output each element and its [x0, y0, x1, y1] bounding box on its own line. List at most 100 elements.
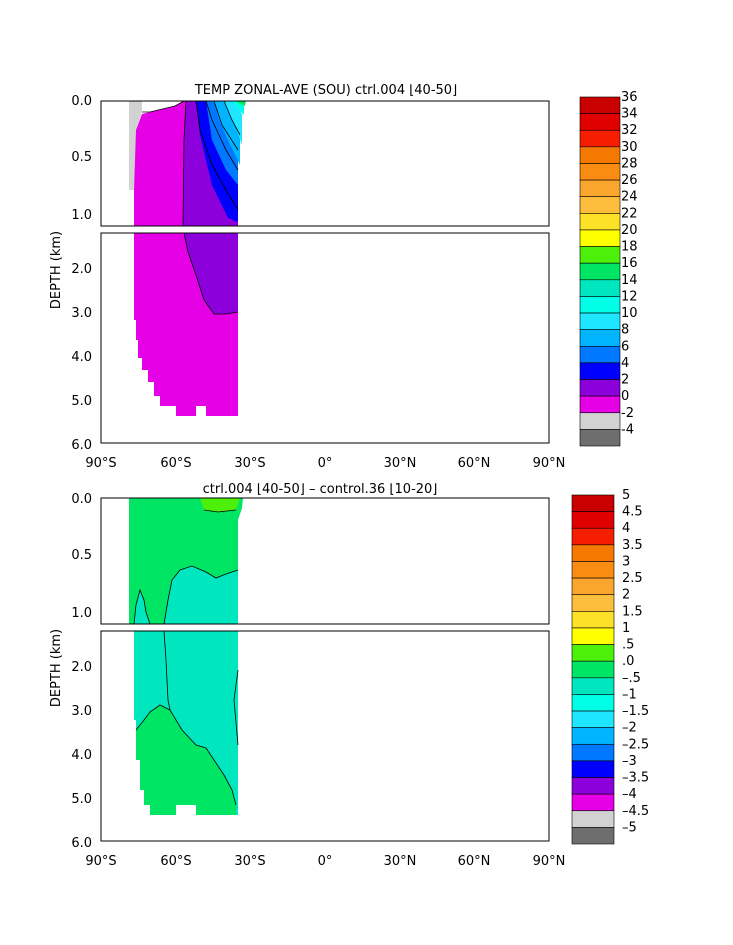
lower-panel-frame [100, 630, 550, 842]
colorbar-swatch [571, 677, 615, 695]
colorbar-swatch [571, 827, 615, 845]
colorbar: 54.543.532.521.51.5.0–.5–1–1.5–2–2.5–3–3… [571, 488, 649, 845]
colorbar-label: 4.5 [622, 505, 643, 520]
colorbar-swatch [579, 213, 621, 231]
colorbar-swatch [579, 412, 621, 430]
y-tick-label: 3.0 [71, 704, 92, 719]
colorbar-swatch [571, 660, 615, 679]
colorbar-swatch [579, 262, 621, 281]
colorbar-label: 8 [621, 323, 629, 338]
colorbar-label: .0 [622, 654, 634, 669]
x-tick-label: 30°N [384, 456, 417, 471]
colorbar-swatch [579, 345, 621, 364]
y-tick-label: 0.5 [71, 150, 92, 165]
region-mid-blue-upper [206, 101, 238, 185]
colorbar-swatch [579, 329, 621, 347]
region-purple-lower [184, 233, 238, 314]
colorbar-label: 26 [621, 173, 638, 188]
contour-line [205, 100, 239, 171]
colorbar-label: 16 [621, 256, 638, 271]
x-tick-label: 0° [318, 854, 333, 869]
colorbar-swatch [571, 577, 615, 596]
contour-line [183, 232, 239, 315]
colorbar-swatch [571, 611, 615, 629]
colorbar-swatch [579, 96, 621, 114]
contour-line [163, 630, 171, 711]
colorbar-label: 1.5 [622, 604, 643, 619]
colorbar-swatch [579, 163, 621, 181]
upper-panel-fill [129, 498, 243, 624]
colorbar-swatch [579, 362, 621, 380]
colorbar-swatch [571, 777, 615, 795]
colorbar-label: 0 [621, 389, 629, 404]
colorbar-label: 3 [622, 554, 630, 569]
colorbar-swatch [579, 113, 621, 131]
colorbar-label: 36 [621, 90, 638, 105]
x-tick-label: 90°S [85, 854, 116, 869]
colorbar-label: 18 [621, 240, 638, 255]
colorbar-label: –2 [622, 721, 637, 736]
x-tick-label: 90°S [85, 456, 116, 471]
y-tick-label: 5.0 [71, 394, 92, 409]
upper-panel-fill [129, 101, 246, 226]
temperature-chart: TEMP ZONAL-AVE (SOU) ctrl.004 ⌊40-50⌋ [49, 83, 638, 471]
colorbar-swatch [571, 810, 615, 828]
lower-panel-frame [100, 232, 550, 444]
contour-line [135, 704, 237, 806]
colorbar-swatch [571, 694, 615, 712]
y-tick-label: 1.0 [71, 208, 92, 223]
colorbar-label: 5 [622, 488, 630, 503]
colorbar-swatch [571, 494, 615, 512]
y-tick-label: 2.0 [71, 660, 92, 675]
y-tick-label: 4.0 [71, 748, 92, 763]
colorbar-swatch [571, 743, 615, 762]
colorbar-swatch [571, 511, 615, 529]
colorbar-label: 3.5 [622, 538, 643, 553]
colorbar-label: 22 [621, 206, 638, 221]
x-tick-label: 30°S [234, 854, 265, 869]
y-tick-label: 0.5 [71, 548, 92, 563]
y-tick-label: 6.0 [71, 836, 92, 851]
difference-chart: ctrl.004 ⌊40-50⌋ – control.36 ⌊10-20⌋ 0.… [49, 482, 649, 869]
colorbar-label: 24 [621, 190, 638, 205]
colorbar-swatch [579, 279, 621, 297]
contour-line [195, 100, 239, 211]
contour-line [182, 100, 187, 227]
colorbar-swatch [571, 527, 615, 546]
colorbar-label: 2 [621, 373, 629, 388]
colorbar-label: 4 [621, 356, 629, 371]
colorbar-swatch [571, 544, 615, 562]
colorbar-swatch [579, 229, 621, 247]
x-tick-label: 0° [318, 456, 333, 471]
colorbar-swatch [571, 793, 615, 812]
y-tick-label: 3.0 [71, 306, 92, 321]
colorbar-label: –5 [622, 820, 637, 835]
colorbar-label: 30 [621, 140, 638, 155]
colorbar-label: -4 [621, 422, 634, 437]
y-tick-label: 2.0 [71, 262, 92, 277]
colorbar-swatch [571, 627, 615, 645]
contour-line [142, 100, 185, 113]
colorbar-label: 2 [622, 588, 630, 603]
y-tick-label: 4.0 [71, 350, 92, 365]
colorbar-label: –.5 [622, 671, 641, 686]
colorbar-label: –4.5 [622, 804, 649, 819]
colorbar-label: .5 [622, 638, 634, 653]
contour-line [133, 588, 151, 625]
contour-line [233, 669, 239, 746]
upper-panel-frame [100, 497, 550, 625]
colorbar-swatch [579, 129, 621, 148]
x-tick-label: 60°S [160, 456, 191, 471]
contour-line [163, 565, 239, 625]
colorbar-label: 12 [621, 289, 638, 304]
region-green-upper [236, 101, 246, 106]
contour-lines [133, 509, 239, 806]
region-aqua-upper [164, 566, 238, 624]
colorbar-swatch [571, 760, 615, 778]
colorbar-label: –1.5 [622, 704, 649, 719]
x-tick-label: 60°N [458, 854, 491, 869]
y-tick-label: 1.0 [71, 606, 92, 621]
colorbar-label: –1 [622, 687, 637, 702]
x-tick-label: 90°N [533, 456, 566, 471]
y-tick-label: 6.0 [71, 438, 92, 453]
